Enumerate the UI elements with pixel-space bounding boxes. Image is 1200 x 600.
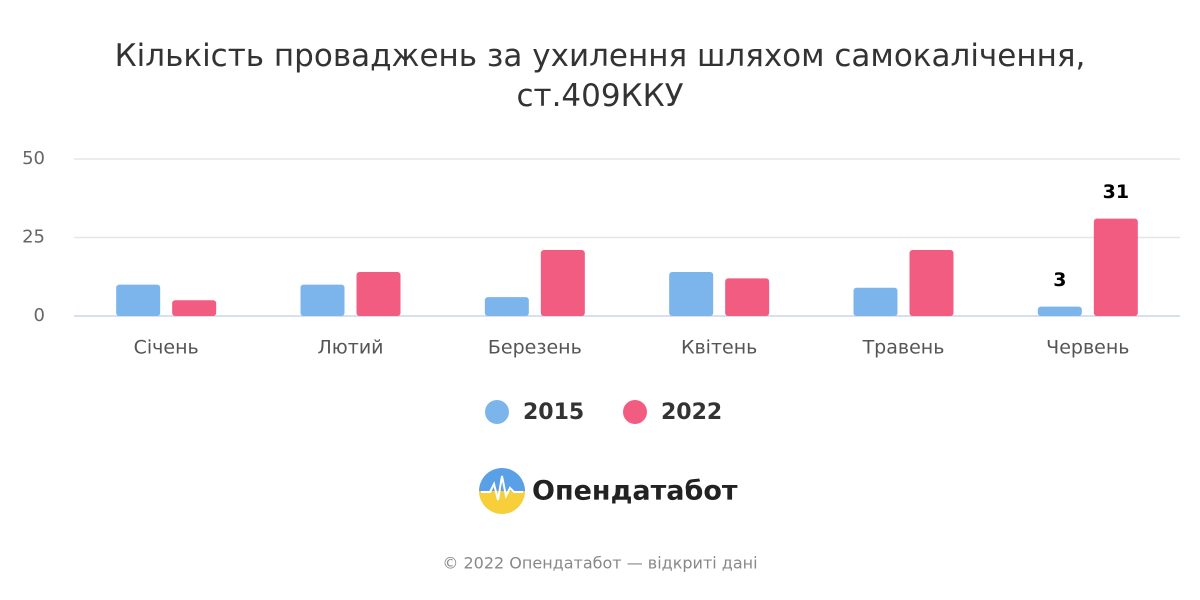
data-label: 3 [1053, 269, 1066, 291]
footer: © 2022 Опендатабот — відкриті дані [442, 554, 757, 573]
legend-marker [623, 400, 647, 424]
logo-icon [479, 468, 525, 514]
x-tick-label: Квітень [681, 337, 757, 359]
bar [909, 250, 954, 316]
bar [484, 297, 529, 316]
data-label: 31 [1103, 181, 1129, 203]
x-tick-label: Березень [488, 337, 582, 359]
bar [725, 278, 770, 316]
x-tick-label: Лютий [317, 337, 383, 359]
bar [356, 272, 401, 316]
bar [853, 287, 898, 316]
bar [1037, 306, 1082, 316]
chart-title: Кількість проваджень за ухилення шляхом … [114, 38, 1086, 114]
y-tick-label: 50 [22, 148, 45, 169]
bar [669, 272, 714, 316]
bar [1093, 218, 1138, 316]
x-tick-label: Травень [862, 337, 945, 359]
x-tick-label: Червень [1046, 337, 1129, 359]
legend-label: 2022 [661, 400, 722, 425]
legend-label: 2015 [523, 400, 584, 425]
bar [172, 300, 217, 316]
bar [540, 250, 585, 316]
y-tick-label: 25 [22, 227, 45, 248]
bar [300, 284, 345, 316]
legend-marker [485, 400, 509, 424]
y-tick-label: 0 [34, 305, 45, 326]
bar [116, 284, 161, 316]
logo-text: Опендатабот [532, 476, 738, 507]
x-tick-label: Січень [134, 337, 199, 359]
